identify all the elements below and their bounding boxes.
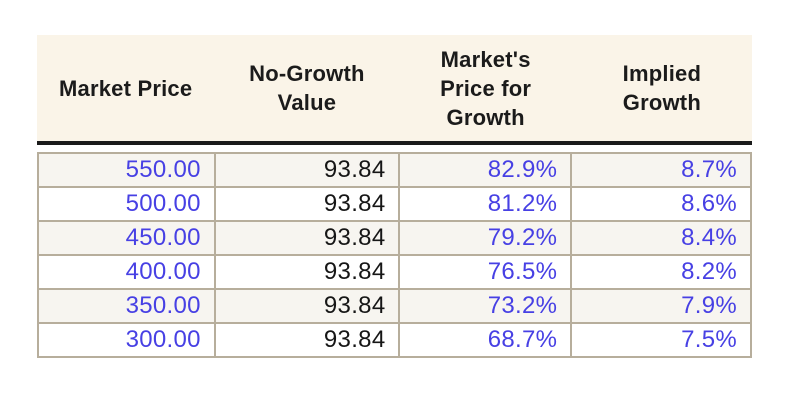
cell-implied-growth: 8.7% xyxy=(570,152,752,188)
cell-no-growth-value: 93.84 xyxy=(213,152,401,188)
cell-implied-growth: 7.9% xyxy=(570,288,752,324)
header-divider xyxy=(37,141,752,145)
cell-market-price: 500.00 xyxy=(37,186,216,222)
cell-implied-growth: 8.2% xyxy=(570,254,752,290)
header-cell-market-price: Market Price xyxy=(59,75,193,101)
cell-implied-growth: 7.5% xyxy=(570,322,752,358)
cell-markets-price-for-growth: 76.5% xyxy=(398,254,573,290)
cell-markets-price-for-growth: 68.7% xyxy=(398,322,573,358)
table-row: 550.00 93.84 82.9% 8.7% xyxy=(37,152,752,188)
cell-market-price: 450.00 xyxy=(37,220,216,256)
cell-market-price: 400.00 xyxy=(37,254,216,290)
table-row: 450.00 93.84 79.2% 8.4% xyxy=(37,220,752,256)
table-body: 550.00 93.84 82.9% 8.7% 500.00 93.84 81.… xyxy=(37,152,752,358)
cell-market-price: 300.00 xyxy=(37,322,216,358)
cell-markets-price-for-growth: 73.2% xyxy=(398,288,573,324)
cell-markets-price-for-growth: 81.2% xyxy=(398,186,573,222)
cell-implied-growth: 8.6% xyxy=(570,186,752,222)
cell-implied-growth: 8.4% xyxy=(570,220,752,256)
table-row: 400.00 93.84 76.5% 8.2% xyxy=(37,254,752,290)
cell-no-growth-value: 93.84 xyxy=(213,186,401,222)
cell-market-price: 550.00 xyxy=(37,152,216,188)
cell-no-growth-value: 93.84 xyxy=(213,220,401,256)
cell-markets-price-for-growth: 82.9% xyxy=(398,152,573,188)
header-cell-implied-growth: Implied Growth xyxy=(622,61,702,115)
table-row: 350.00 93.84 73.2% 7.9% xyxy=(37,288,752,324)
cell-no-growth-value: 93.84 xyxy=(213,322,401,358)
cell-market-price: 350.00 xyxy=(37,288,216,324)
implied-growth-table: Market Price No-Growth Value Market's Pr… xyxy=(37,35,752,358)
table-header-row: Market Price No-Growth Value Market's Pr… xyxy=(37,35,752,141)
table-row: 300.00 93.84 68.7% 7.5% xyxy=(37,322,752,358)
header-cell-markets-price-for-growth: Market's Price for Growth xyxy=(440,46,532,130)
cell-markets-price-for-growth: 79.2% xyxy=(398,220,573,256)
cell-no-growth-value: 93.84 xyxy=(213,254,401,290)
cell-no-growth-value: 93.84 xyxy=(213,288,401,324)
header-cell-no-growth-value: No-Growth Value xyxy=(249,61,365,115)
table-row: 500.00 93.84 81.2% 8.6% xyxy=(37,186,752,222)
